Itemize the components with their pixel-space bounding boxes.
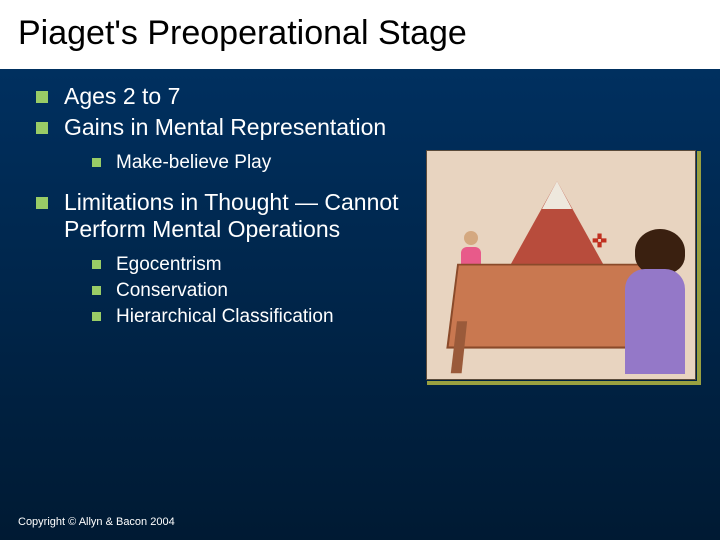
slide-title: Piaget's Preoperational Stage (18, 14, 467, 52)
sub-bullet-item: Hierarchical Classification (92, 305, 426, 329)
child-right-icon (625, 229, 695, 379)
copyright-text: Copyright © Allyn & Bacon 2004 (18, 516, 175, 528)
sub-bullet-text: Make-believe Play (116, 152, 271, 173)
bullet-item: Limitations in Thought — Cannot Perform … (36, 189, 426, 329)
title-bar: Piaget's Preoperational Stage (0, 0, 720, 69)
bullet-text: Limitations in Thought — Cannot Perform … (64, 189, 399, 242)
cross-icon: ✜ (592, 231, 607, 252)
bullet-text: Ages 2 to 7 (64, 83, 180, 109)
illustration-image: ✜ (426, 150, 696, 380)
sub-bullet-list: Make-believe Play (92, 151, 426, 175)
sub-bullet-text: Egocentrism (116, 254, 222, 275)
bullet-item: Gains in Mental Representation Make-beli… (36, 114, 426, 175)
bullet-text: Gains in Mental Representation (64, 114, 386, 140)
sub-bullet-item: Egocentrism (92, 253, 426, 277)
sub-bullet-item: Make-believe Play (92, 151, 426, 175)
sub-bullet-text: Hierarchical Classification (116, 306, 334, 327)
main-bullet-list: Ages 2 to 7 Gains in Mental Representati… (36, 83, 426, 329)
sub-bullet-item: Conservation (92, 279, 426, 303)
snow-icon (542, 181, 572, 209)
sub-bullet-text: Conservation (116, 280, 228, 301)
bullet-item: Ages 2 to 7 (36, 83, 426, 110)
sub-bullet-list: Egocentrism Conservation Hierarchical Cl… (92, 253, 426, 328)
